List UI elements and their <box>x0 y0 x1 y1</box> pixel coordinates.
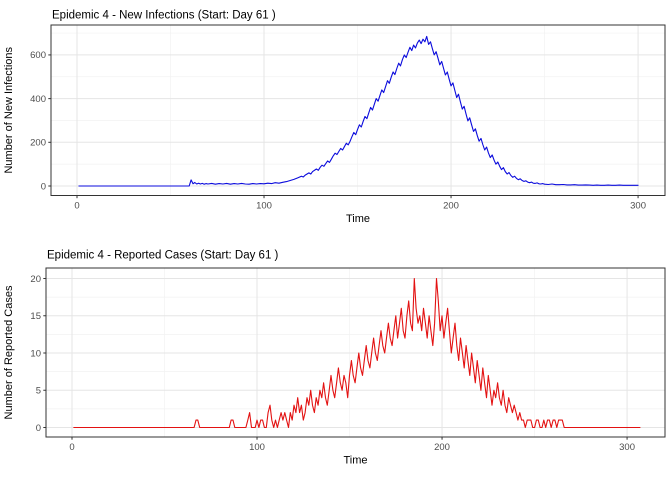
x-tick-label: 300 <box>630 201 646 212</box>
x-tick-label: 300 <box>619 442 635 453</box>
x-tick-label: 200 <box>434 442 450 453</box>
x-axis-title: Time <box>343 455 367 467</box>
y-axis-title: Number of New Infections <box>3 46 15 173</box>
chart-title: Epidemic 4 - New Infections (Start: Day … <box>52 10 276 22</box>
y-tick-label: 0 <box>36 423 41 434</box>
x-tick-label: 0 <box>74 201 79 212</box>
new-infections-plot-svg: 0 100 200 300 0 200 400 600 Epidemic 4 - New Inf… <box>3 10 666 225</box>
new-infections-chart: 0 100 200 300 0 200 400 600 Epidemic 4 - New Inf… <box>3 10 666 225</box>
panel-border <box>50 24 666 196</box>
y-tick-label: 600 <box>30 50 46 61</box>
y-tick-label: 0 <box>41 181 46 192</box>
series-line <box>73 277 641 429</box>
axis-ticks <box>48 54 639 199</box>
x-tick-label: 200 <box>443 201 459 212</box>
x-axis-title: Time <box>346 213 370 225</box>
y-tick-label: 5 <box>36 386 41 397</box>
grid-minor <box>46 268 665 437</box>
x-tick-label: 100 <box>249 442 265 453</box>
y-tick-label: 20 <box>30 274 41 285</box>
series-line <box>78 35 639 187</box>
grid-minor <box>51 25 665 196</box>
y-tick-label: 200 <box>30 138 46 149</box>
y-tick-label: 15 <box>30 311 41 322</box>
axis-ticks <box>43 278 628 440</box>
y-tick-label: 10 <box>30 348 41 359</box>
reported-cases-chart: 0 100 200 300 0 5 10 15 20 Epidemic 4 - Reported … <box>0 240 672 480</box>
reported-cases-plot-svg: 0 100 200 300 0 5 10 15 20 Epidemic 4 - Reported … <box>3 250 666 467</box>
panel-background <box>46 268 665 437</box>
y-tick-label: 400 <box>30 94 46 105</box>
x-tick-label: 100 <box>256 201 272 212</box>
chart-title: Epidemic 4 - Reported Cases (Start: Day … <box>47 250 279 262</box>
y-axis-title: Number of Reported Cases <box>3 285 15 419</box>
panel-background <box>51 25 665 196</box>
x-tick-label: 0 <box>69 442 74 453</box>
panel-border <box>45 267 666 438</box>
